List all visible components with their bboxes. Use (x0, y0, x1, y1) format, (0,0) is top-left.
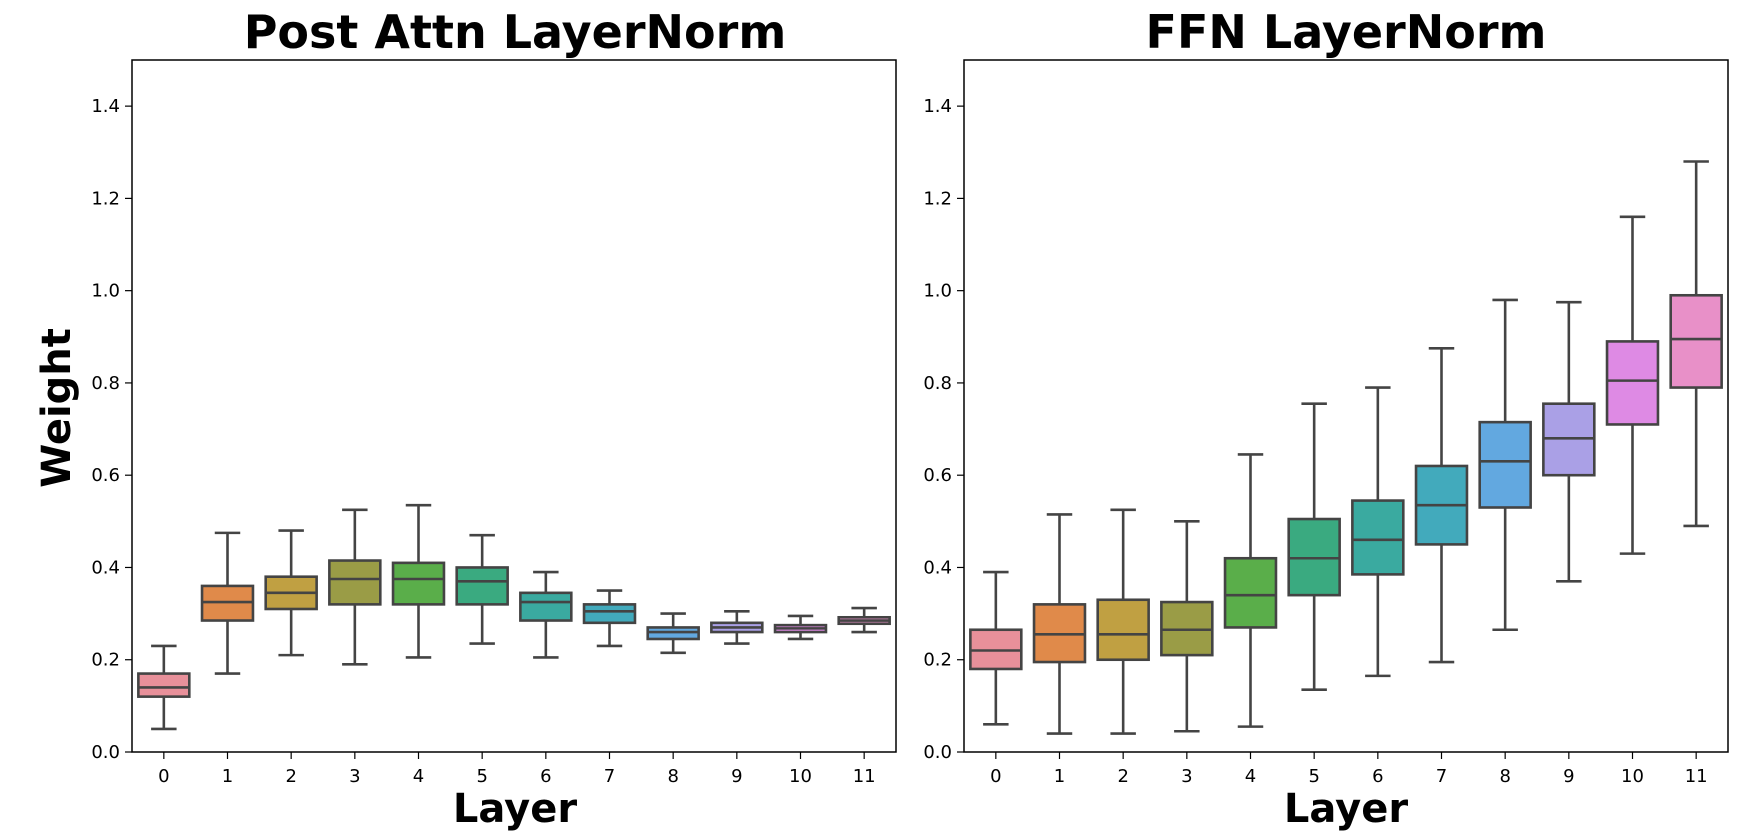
y-tick-label: 1.4 (91, 96, 120, 117)
x-tick-label: 11 (853, 766, 876, 787)
x-tick-label: 4 (1245, 766, 1256, 787)
x-tick-label: 9 (1563, 766, 1574, 787)
box-layer-7 (1414, 347, 1469, 664)
x-tick-label: 7 (604, 766, 615, 787)
y-tick-label: 1.0 (923, 281, 952, 302)
box-layer-0 (969, 570, 1023, 726)
box-layer-5 (1287, 402, 1341, 692)
box-layer-11 (1669, 160, 1723, 528)
y-axis-label: Weight (34, 328, 80, 488)
x-tick-label: 1 (1054, 766, 1065, 787)
box-iqr (1096, 598, 1150, 662)
x-tick-label: 0 (990, 766, 1001, 787)
y-tick-label: 1.4 (923, 96, 952, 117)
y-tick-label: 0.0 (91, 742, 120, 763)
x-axis-label: Layer (453, 786, 577, 832)
box-layer-1 (1032, 513, 1087, 735)
x-tick-label: 4 (413, 766, 424, 787)
box-layer-11 (837, 606, 891, 634)
box-layer-7 (582, 589, 637, 648)
box-iqr (1478, 420, 1532, 509)
box-iqr (455, 566, 509, 606)
box-layer-2 (264, 529, 318, 657)
box-layer-2 (1096, 508, 1150, 735)
box-iqr (328, 559, 382, 606)
y-tick-label: 1.2 (923, 188, 952, 209)
x-tick-label: 7 (1436, 766, 1447, 787)
x-tick-label: 0 (158, 766, 169, 787)
y-tick-label: 0.8 (923, 373, 952, 394)
panel-ffn-layernorm: FFN LayerNorm Layer 0.0 0.2 0.4 0.6 0.8 1.0 1.… (923, 5, 1729, 832)
y-tick-label: 0.8 (91, 373, 120, 394)
chart-title: Post Attn LayerNorm (244, 5, 787, 59)
x-tick-label: 8 (1499, 766, 1510, 787)
box-layer-9 (710, 609, 764, 645)
box-layer-4 (391, 503, 446, 659)
x-axis-label: Layer (1284, 786, 1408, 832)
x-tick-label: 5 (1308, 766, 1319, 787)
x-tick-label: 3 (349, 766, 360, 787)
box-layer-6 (1351, 386, 1405, 678)
box-layer-10 (773, 614, 828, 641)
plot-frame (963, 59, 1729, 753)
y-tick-label: 0.6 (923, 465, 952, 486)
box-layer-5 (455, 533, 509, 645)
x-tick-label: 11 (1685, 766, 1708, 787)
box-iqr (1351, 499, 1405, 576)
box-layer-10 (1605, 215, 1660, 555)
y-tick-label: 0.4 (923, 557, 952, 578)
box-layer-1 (200, 531, 255, 675)
x-tick-label: 10 (1621, 766, 1644, 787)
x-tick-label: 1 (222, 766, 233, 787)
box-layer-4 (1223, 453, 1278, 728)
plot-area: 0.0 0.2 0.4 0.6 0.8 1.0 1.2 1.4 0 1 2 3 4 5 6 7 8 9 10 11 (91, 59, 897, 787)
box-layer-9 (1542, 300, 1596, 583)
box-iqr (582, 603, 637, 625)
x-tick-label: 5 (476, 766, 487, 787)
plot-area: 0.0 0.2 0.4 0.6 0.8 1.0 1.2 1.4 0 1 2 3 4 5 6 7 8 9 10 11 (923, 59, 1729, 787)
y-tick-label: 1.2 (91, 188, 120, 209)
box-iqr (391, 561, 446, 606)
box-layer-3 (1160, 520, 1214, 733)
box-layer-8 (1478, 298, 1532, 632)
y-tick-label: 0.2 (91, 650, 120, 671)
box-iqr (1605, 340, 1660, 426)
y-tick-label: 1.0 (91, 281, 120, 302)
box-layer-8 (646, 612, 700, 655)
x-tick-label: 9 (731, 766, 742, 787)
panel-post-attn-layernorm: Post Attn LayerNorm Layer Weight 0.00.20… (34, 5, 897, 832)
box-iqr (1669, 293, 1723, 389)
box-layer-6 (519, 570, 573, 659)
x-tick-label: 2 (1117, 766, 1128, 787)
box-iqr (519, 591, 573, 622)
box-layer-3 (328, 508, 382, 666)
y-tick-label: 0.0 (923, 742, 952, 763)
x-tick-label: 2 (285, 766, 296, 787)
box-layer-0 (137, 644, 191, 731)
x-tick-label: 6 (540, 766, 551, 787)
x-tick-label: 8 (667, 766, 678, 787)
y-tick-label: 0.2 (923, 650, 952, 671)
plot-frame (131, 59, 897, 753)
x-tick-label: 3 (1181, 766, 1192, 787)
y-tick-label: 0.4 (91, 557, 120, 578)
x-tick-label: 6 (1372, 766, 1383, 787)
x-tick-label: 10 (789, 766, 812, 787)
box-iqr (137, 672, 191, 698)
chart-title: FFN LayerNorm (1146, 5, 1547, 59)
box-iqr (1223, 556, 1278, 629)
y-tick-label: 0.6 (91, 465, 120, 486)
